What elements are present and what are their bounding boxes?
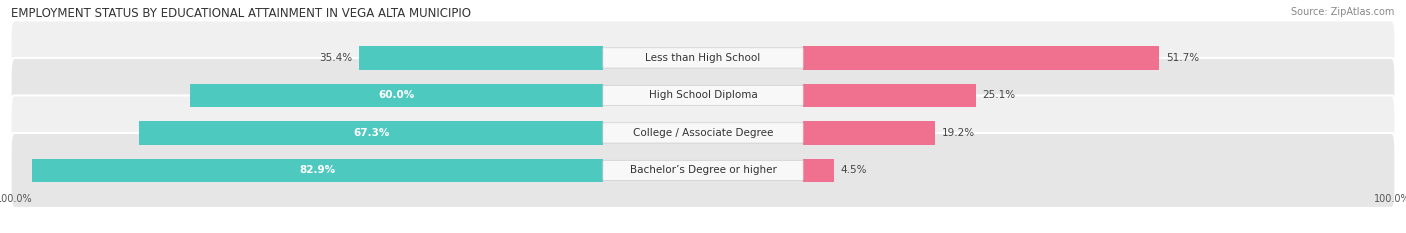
FancyBboxPatch shape: [603, 123, 803, 143]
FancyBboxPatch shape: [11, 21, 1395, 96]
Bar: [190, 84, 603, 107]
FancyBboxPatch shape: [11, 133, 1395, 208]
Text: EMPLOYMENT STATUS BY EDUCATIONAL ATTAINMENT IN VEGA ALTA MUNICIPIO: EMPLOYMENT STATUS BY EDUCATIONAL ATTAINM…: [11, 7, 471, 20]
Text: 4.5%: 4.5%: [841, 165, 868, 175]
FancyBboxPatch shape: [11, 58, 1395, 133]
Bar: [359, 46, 603, 69]
Text: College / Associate Degree: College / Associate Degree: [633, 128, 773, 138]
Text: 19.2%: 19.2%: [942, 128, 976, 138]
FancyBboxPatch shape: [11, 96, 1395, 170]
Bar: [803, 84, 976, 107]
Text: Source: ZipAtlas.com: Source: ZipAtlas.com: [1291, 7, 1395, 17]
Bar: [32, 159, 603, 182]
Text: Less than High School: Less than High School: [645, 53, 761, 63]
Text: High School Diploma: High School Diploma: [648, 90, 758, 100]
Text: 60.0%: 60.0%: [378, 90, 415, 100]
Bar: [803, 159, 834, 182]
Text: 51.7%: 51.7%: [1166, 53, 1199, 63]
Text: 25.1%: 25.1%: [983, 90, 1015, 100]
Bar: [803, 121, 935, 144]
Bar: [139, 121, 603, 144]
FancyBboxPatch shape: [603, 85, 803, 106]
FancyBboxPatch shape: [603, 160, 803, 181]
Text: 82.9%: 82.9%: [299, 165, 336, 175]
Text: 35.4%: 35.4%: [319, 53, 353, 63]
Bar: [803, 46, 1159, 69]
Text: Bachelor’s Degree or higher: Bachelor’s Degree or higher: [630, 165, 776, 175]
FancyBboxPatch shape: [603, 48, 803, 68]
Text: 67.3%: 67.3%: [353, 128, 389, 138]
